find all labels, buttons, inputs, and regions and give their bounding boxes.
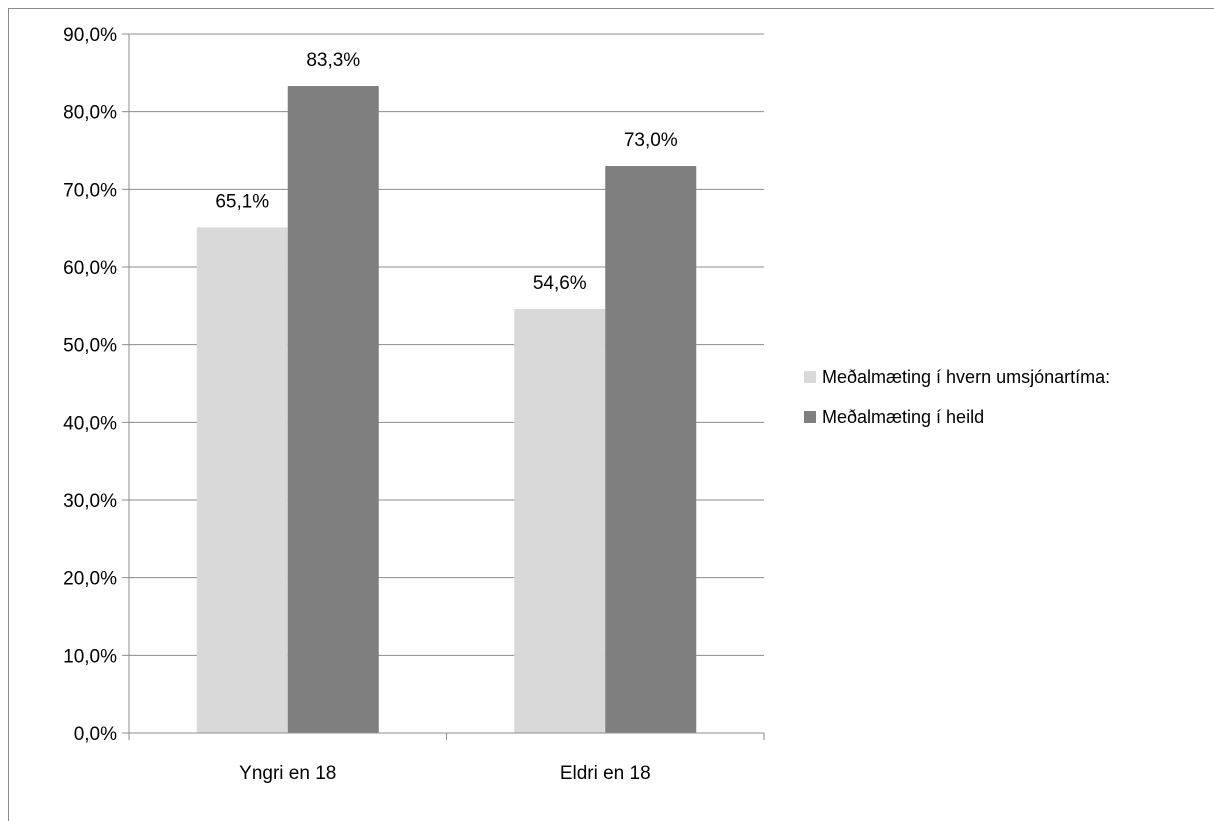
data-label: 54,6% <box>533 273 587 294</box>
legend: Meðalmæting í hvern umsjónartíma: Meðalmæ… <box>804 367 1110 427</box>
bars <box>196 86 697 734</box>
y-tick-label: 70,0% <box>63 180 117 201</box>
y-tick-label: 0,0% <box>74 724 117 745</box>
legend-label: Meðalmæting í heild <box>822 407 984 427</box>
y-tick-label: 20,0% <box>63 569 117 590</box>
chart-frame <box>8 8 1214 821</box>
bar <box>605 166 697 734</box>
bar <box>196 227 288 733</box>
x-axis-categories: Yngri en 18 Eldri en 18 <box>239 763 651 784</box>
y-tick-label: 80,0% <box>63 103 117 124</box>
data-label: 83,3% <box>306 50 360 71</box>
legend-swatch <box>804 411 816 423</box>
legend-swatch <box>804 371 816 383</box>
bar <box>514 308 606 733</box>
y-tick-label: 40,0% <box>63 413 117 434</box>
data-labels: 65,1% 83,3% 54,6% 73,0% <box>215 50 677 294</box>
axes <box>128 34 765 740</box>
x-category-label: Eldri en 18 <box>560 763 651 784</box>
x-category-label: Yngri en 18 <box>239 763 336 784</box>
bar <box>287 86 379 733</box>
data-label: 73,0% <box>624 130 678 151</box>
y-tick-label: 10,0% <box>63 646 117 667</box>
y-tick-label: 50,0% <box>63 336 117 357</box>
data-label: 65,1% <box>215 191 269 212</box>
y-tick-label: 30,0% <box>63 491 117 512</box>
y-tick-label: 60,0% <box>63 258 117 279</box>
y-tick-label: 90,0% <box>63 25 117 46</box>
y-axis-ticks: 0,0% 10,0% 20,0% 30,0% 40,0% 50,0% 60,0% 70,0% 8… <box>63 25 129 745</box>
legend-label: Meðalmæting í hvern umsjónartíma: <box>822 367 1110 387</box>
